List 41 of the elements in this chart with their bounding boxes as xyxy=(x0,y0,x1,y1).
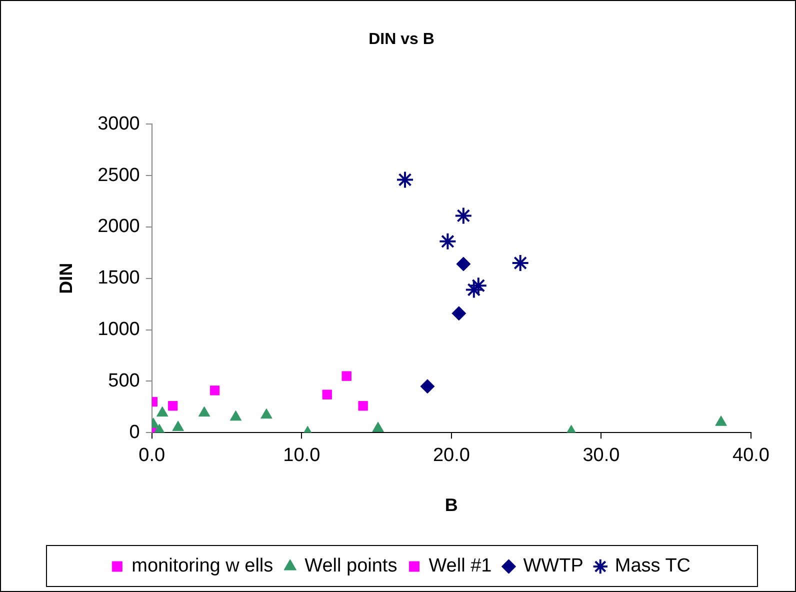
point xyxy=(342,371,352,381)
point xyxy=(260,408,272,419)
y-tick-label: 0 xyxy=(129,422,140,443)
legend-label: WWTP xyxy=(523,556,584,577)
point xyxy=(452,306,466,321)
x-tick-label: 10.0 xyxy=(283,445,320,466)
point xyxy=(358,401,368,411)
x-tick-label: 0.0 xyxy=(138,445,166,466)
point xyxy=(168,401,178,411)
point xyxy=(172,420,184,431)
legend-label: Mass TC xyxy=(614,556,691,577)
point xyxy=(456,256,471,272)
point xyxy=(230,410,242,421)
point xyxy=(464,280,483,299)
legend-label: monitoring w ells xyxy=(132,556,274,577)
y-tick-label: 2000 xyxy=(98,216,140,238)
chart-title: DIN vs B xyxy=(368,31,434,48)
point xyxy=(198,406,210,417)
point xyxy=(156,406,168,417)
point xyxy=(454,206,472,225)
y-tick-label: 1500 xyxy=(98,268,140,289)
y-tick-label: 500 xyxy=(108,370,140,392)
point xyxy=(396,170,414,189)
y-tick-label: 3000 xyxy=(98,113,140,134)
point xyxy=(372,422,384,432)
point xyxy=(511,254,530,272)
point xyxy=(715,416,727,426)
x-tick-label: 40.0 xyxy=(732,445,770,466)
y-tick-label: 2500 xyxy=(98,164,140,186)
x-tick-label: 20.0 xyxy=(432,445,470,466)
y-tick-label: 1000 xyxy=(98,319,140,340)
point xyxy=(322,390,332,400)
x-axis-title: B xyxy=(444,495,458,516)
y-axis-title: DIN xyxy=(56,262,76,294)
legend-label: Well points xyxy=(304,556,398,577)
x-tick-label: 30.0 xyxy=(582,445,620,466)
point xyxy=(210,386,220,396)
point xyxy=(438,232,457,250)
point xyxy=(469,276,488,295)
legend-label: Well #1 xyxy=(428,556,492,577)
point xyxy=(420,379,435,394)
